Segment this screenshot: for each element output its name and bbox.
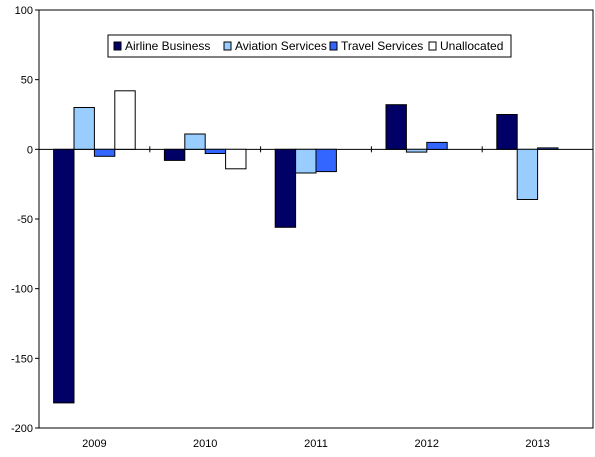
bar-unallocated	[225, 148, 247, 170]
legend-swatch	[113, 41, 122, 51]
y-tick-label: -200	[11, 423, 33, 435]
y-tick-label: 0	[27, 144, 33, 156]
x-axis: 2009 2010 2011 2012 2013	[82, 146, 550, 450]
legend-swatch	[428, 41, 437, 51]
x-tick-label: 2013	[525, 438, 549, 450]
legend-label: Aviation Services	[235, 39, 327, 53]
bar-airline-business	[163, 148, 186, 161]
legend-label: Airline Business	[125, 39, 210, 53]
bar-travel-services	[315, 148, 337, 173]
bar-aviation-services	[405, 148, 428, 153]
plot-area	[38, 9, 594, 429]
bar-travel-services	[93, 148, 116, 157]
y-tick-label: -150	[11, 353, 33, 365]
bar-airline-business	[496, 114, 518, 150]
bar-travel-services	[537, 147, 559, 150]
legend: Airline Business Aviation Services Travel …	[107, 34, 512, 58]
bar-travel-services	[204, 148, 227, 155]
legend-box	[107, 34, 512, 58]
bar-airline-business	[53, 148, 75, 404]
y-tick-label: 100	[15, 5, 33, 17]
y-tick-label: 50	[21, 75, 33, 87]
legend-label: Unallocated	[440, 39, 503, 53]
y-tick-label: -100	[11, 284, 33, 296]
x-tick-label: 2012	[415, 438, 439, 450]
legend-label: Travel Services	[341, 39, 423, 53]
bar-travel-services	[426, 141, 448, 150]
bar-unallocated	[114, 90, 136, 150]
x-tick-label: 2010	[193, 438, 217, 450]
y-tick-label: -50	[17, 214, 33, 226]
bars	[53, 90, 559, 404]
x-tick-label: 2011	[304, 438, 328, 450]
bar-aviation-services	[295, 148, 317, 174]
bar-airline-business	[385, 104, 407, 150]
bar-aviation-services	[184, 133, 206, 150]
bar-airline-business	[274, 148, 297, 228]
legend-swatch	[223, 41, 232, 51]
legend-swatch	[329, 41, 338, 51]
bar-aviation-services	[73, 107, 95, 150]
x-tick-label: 2009	[82, 438, 106, 450]
bar-aviation-services	[516, 148, 539, 201]
